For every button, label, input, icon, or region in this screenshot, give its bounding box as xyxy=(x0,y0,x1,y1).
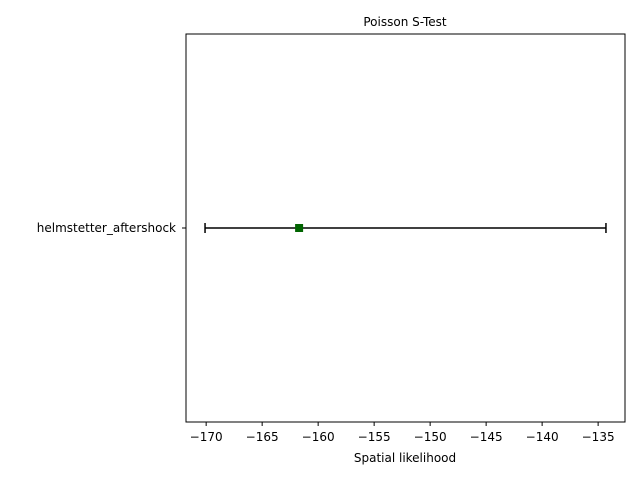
x-tick-label: −140 xyxy=(526,430,559,444)
observed-marker xyxy=(295,224,304,232)
chart-title: Poisson S-Test xyxy=(363,15,447,29)
x-tick-label: −135 xyxy=(582,430,615,444)
x-tick-label: −155 xyxy=(358,430,391,444)
x-tick-label: −145 xyxy=(470,430,503,444)
x-tick-label: −165 xyxy=(246,430,279,444)
y-tick-label: helmstetter_aftershock xyxy=(37,221,176,235)
x-tick-label: −160 xyxy=(302,430,335,444)
plot-area: −170 −165 −160 −155 −150 −145 −140 −135 helmstet… xyxy=(37,33,626,444)
x-tick-label: −170 xyxy=(190,430,223,444)
x-tick-label: −150 xyxy=(414,430,447,444)
x-axis-label: Spatial likelihood xyxy=(354,451,456,465)
